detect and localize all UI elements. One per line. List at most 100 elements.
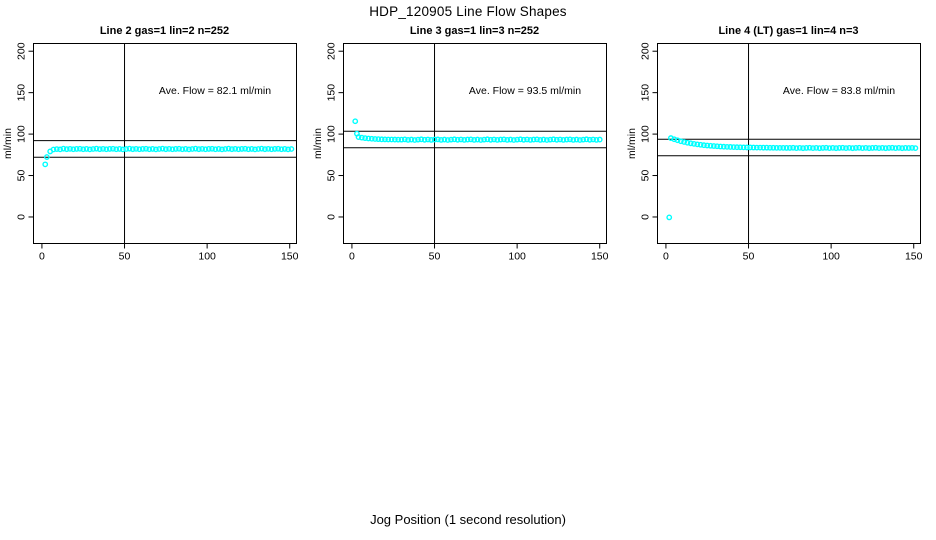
data-point xyxy=(255,146,262,152)
data-point xyxy=(882,145,889,152)
data-point xyxy=(879,144,886,151)
data-point xyxy=(401,136,408,143)
data-point xyxy=(77,145,83,152)
data-point xyxy=(816,145,823,152)
data-point xyxy=(418,136,425,143)
data-point xyxy=(697,141,704,148)
data-point xyxy=(783,145,790,151)
y-tick-label: 100 xyxy=(16,125,28,143)
data-point xyxy=(67,145,73,152)
data-point xyxy=(139,146,146,152)
data-point xyxy=(192,145,199,152)
data-point xyxy=(467,136,474,143)
y-axis-title: ml/min xyxy=(312,128,324,159)
data-point xyxy=(149,146,156,152)
data-point xyxy=(172,146,179,152)
data-point xyxy=(43,154,50,160)
data-point xyxy=(405,136,411,143)
data-point xyxy=(93,145,100,152)
data-point xyxy=(86,146,93,153)
plot-area-line-4: 0 50 100 150 0 50 100 150 200 ml/min xyxy=(626,42,923,262)
data-point xyxy=(520,136,527,143)
data-point xyxy=(856,144,863,151)
data-point xyxy=(182,146,189,152)
y-tick-label: 200 xyxy=(16,42,28,60)
data-point xyxy=(438,136,445,143)
data-point xyxy=(451,136,458,143)
data-point xyxy=(507,136,514,143)
data-point xyxy=(133,145,139,152)
data-point xyxy=(288,146,295,152)
data-point xyxy=(583,136,590,143)
data-point xyxy=(262,146,268,153)
data-point xyxy=(773,144,780,151)
data-point xyxy=(530,136,537,143)
data-point xyxy=(846,144,853,151)
data-point xyxy=(760,144,767,151)
x-tick-label: 100 xyxy=(198,251,216,263)
data-point xyxy=(497,136,504,143)
data-point xyxy=(395,136,402,143)
plot-area-line-2: 0 50 100 150 0 50 100 150 200 ml/min xyxy=(2,42,299,263)
data-point-outlier xyxy=(666,214,673,221)
data-point xyxy=(106,146,113,152)
data-point xyxy=(912,145,919,152)
y-tick-label: 100 xyxy=(326,125,338,143)
data-point xyxy=(83,146,90,152)
y-tick-label: 100 xyxy=(640,125,652,143)
data-point xyxy=(248,146,255,152)
data-point xyxy=(146,146,153,153)
panel-title: Line 4 (LT) gas=1 lin=4 n=3 xyxy=(718,25,859,37)
data-point xyxy=(793,145,800,152)
data-point xyxy=(780,144,787,151)
y-axis-title: ml/min xyxy=(2,128,14,159)
data-point xyxy=(540,136,547,143)
data-point xyxy=(464,136,471,143)
data-point-outlier xyxy=(352,118,359,125)
data-point xyxy=(514,136,521,143)
data-point xyxy=(550,136,557,143)
data-point xyxy=(265,145,272,152)
x-tick-label: 0 xyxy=(349,251,355,263)
data-point xyxy=(212,146,219,153)
data-point xyxy=(232,145,239,152)
data-point xyxy=(563,136,570,143)
data-point xyxy=(481,136,487,143)
data-point xyxy=(372,136,378,142)
data-point xyxy=(740,144,747,151)
data-point xyxy=(103,146,110,153)
data-point xyxy=(570,136,577,143)
data-point xyxy=(727,144,734,150)
data-point xyxy=(162,146,169,153)
y-tick-label: 0 xyxy=(640,214,652,220)
data-point xyxy=(826,145,833,152)
data-point xyxy=(388,136,395,143)
data-point xyxy=(143,145,149,152)
data-point xyxy=(458,136,464,143)
y-tick-label: 0 xyxy=(16,214,28,220)
data-point xyxy=(730,144,737,151)
data-point xyxy=(153,146,159,153)
data-point xyxy=(70,146,77,153)
data-point xyxy=(471,136,478,143)
data-point xyxy=(720,143,727,150)
data-point xyxy=(876,145,882,152)
data-point xyxy=(743,144,750,151)
data-point xyxy=(504,136,511,143)
data-point xyxy=(869,145,876,151)
data-point xyxy=(763,144,770,151)
data-point xyxy=(391,136,398,143)
data-point xyxy=(169,146,176,153)
data-point xyxy=(770,144,777,151)
data-point xyxy=(408,136,415,143)
panel-title: Line 3 gas=1 lin=3 n=252 xyxy=(409,25,540,37)
data-point xyxy=(209,145,215,152)
data-point xyxy=(63,146,70,153)
data-point xyxy=(281,146,288,152)
data-point xyxy=(275,145,282,152)
data-point xyxy=(159,145,166,152)
data-point xyxy=(245,146,252,153)
data-point xyxy=(123,146,130,152)
data-point xyxy=(368,135,375,142)
